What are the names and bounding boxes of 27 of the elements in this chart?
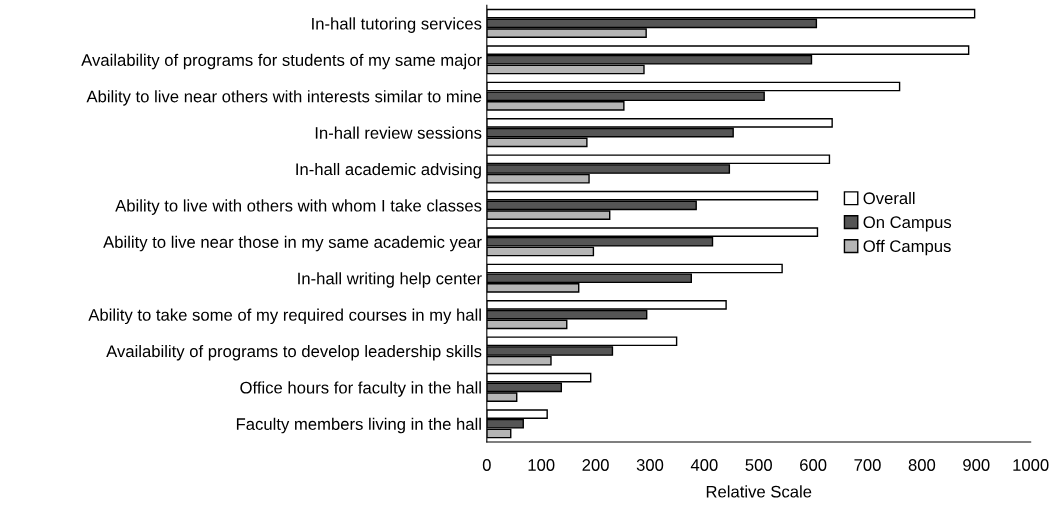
y-tick-label: Ability to live with others with whom I take classes [115,199,482,215]
x-tick-label: 900 [963,459,990,471]
x-tick-label: 600 [800,459,827,471]
legend-label: Overall [863,191,915,205]
legend-label: Off Campus [863,239,951,256]
y-tick-label: In-hall academic advising [296,162,481,179]
x-tick-label: 0 [482,459,491,471]
x-tick-label: 800 [908,459,936,471]
y-tick-label: In-hall review sessions [315,126,482,139]
x-tick-label: 400 [690,459,718,471]
y-tick-label: Ability to live near those in my same academic year [103,235,482,252]
x-tick-label: 500 [745,459,772,471]
x-tick-label: 100 [528,459,555,471]
y-tick-label: Availability of programs to develop leadership skills [106,344,482,361]
x-tick-label: 1000 [1013,459,1049,471]
y-tick-label: In-hall tutoring services [312,17,482,33]
y-tick-label: Faculty members living in the hall [236,417,481,434]
x-tick-label: 300 [636,459,664,471]
y-tick-label: Availability of programs for students of my same major [81,53,482,70]
y-tick-label: In-hall writing help center [298,272,482,288]
x-axis-title: Relative Scale [706,485,812,498]
x-tick-label: 200 [582,459,609,471]
legend-label: On Campus [863,216,952,232]
y-tick-label: Ability to live near others with interests similar to mine [86,90,482,106]
y-tick-label: Office hours for faculty in the hall [240,381,481,397]
x-tick-label: 700 [854,459,881,471]
y-tick-label: Ability to take some of my required courses in my hall [88,308,481,325]
